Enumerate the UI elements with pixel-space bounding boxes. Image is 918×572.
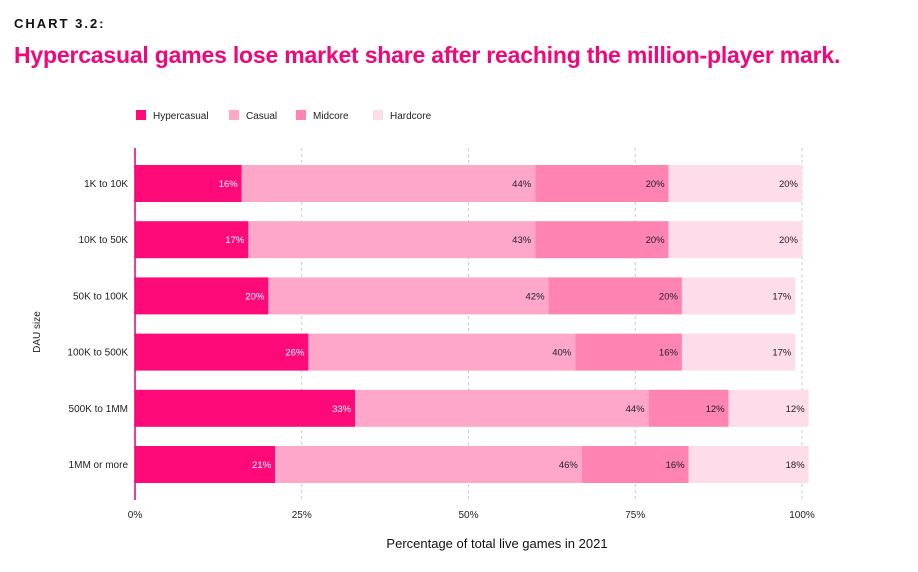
chart-headline: Hypercasual games lose market share afte…: [14, 42, 841, 68]
data-label: 20%: [245, 291, 265, 302]
x-tick-label: 0%: [128, 510, 143, 521]
data-label: 42%: [526, 291, 546, 302]
chart-eyebrow: CHART 3.2:: [14, 16, 106, 31]
bar-segment-hypercasual: [135, 221, 249, 259]
data-label: 16%: [666, 460, 686, 471]
category-label: 1MM or more: [69, 460, 129, 471]
bar-segment-casual: [275, 446, 582, 483]
category-label: 100K to 500K: [67, 348, 128, 359]
data-label: 16%: [659, 348, 679, 359]
x-tick-labels: 0% 25% 50% 75% 100%: [128, 510, 815, 521]
bar-segment-hypercasual: [135, 165, 242, 202]
data-label: 16%: [219, 179, 239, 190]
legend-swatch: [373, 110, 383, 120]
data-label: 33%: [332, 404, 352, 415]
data-label: 12%: [786, 404, 806, 415]
data-label: 12%: [706, 404, 726, 415]
data-label: 44%: [626, 404, 646, 415]
bar-segment-midcore: [575, 333, 682, 371]
bar-labels: 16% 44% 20% 20% 17% 43% 20% 20% 20% 42% 20% 17% 26% 4…: [219, 179, 806, 471]
data-label: 17%: [772, 291, 792, 302]
data-label: 43%: [512, 235, 532, 246]
category-labels: 1K to 10K 10K to 50K 50K to 100K 100K to 50…: [67, 179, 128, 471]
bar-segment-hypercasual: [135, 389, 356, 427]
legend-swatch: [296, 110, 306, 120]
category-label: 500K to 1MM: [69, 404, 128, 415]
data-label: 20%: [779, 179, 799, 190]
data-label: 44%: [512, 179, 532, 190]
bar-segment-midcore: [648, 389, 729, 427]
data-label: 20%: [779, 235, 799, 246]
x-axis-title: Percentage of total live games in 2021: [386, 536, 607, 551]
legend-swatch: [229, 110, 239, 120]
data-label: 21%: [252, 460, 272, 471]
bar-segment-hypercasual: [135, 277, 269, 315]
bar-segment-casual: [355, 389, 649, 427]
y-axis-title: DAU size: [32, 311, 43, 353]
category-label: 10K to 50K: [79, 235, 129, 246]
data-label: 20%: [659, 291, 679, 302]
bar-segment-hardcore: [681, 333, 796, 371]
legend: Hypercasual Casual Midcore Hardcore: [136, 110, 432, 122]
x-tick-label: 50%: [458, 510, 478, 521]
bar-segment-midcore: [548, 277, 682, 315]
data-label: 17%: [772, 348, 792, 359]
bar-segment-hardcore: [668, 165, 802, 202]
legend-label: Casual: [246, 111, 277, 122]
bar-segment-casual: [241, 165, 536, 202]
bar-segment-hardcore: [728, 389, 809, 427]
bar-segment-hardcore: [688, 446, 809, 483]
gridlines: [301, 148, 803, 500]
bar-segment-hypercasual: [135, 446, 276, 483]
legend-swatch: [136, 110, 146, 120]
category-label: 1K to 10K: [84, 179, 128, 190]
bar-segment-midcore: [535, 165, 669, 202]
bar-segment-midcore: [581, 446, 689, 483]
bar-segment-hardcore: [681, 277, 796, 315]
data-label: 20%: [646, 235, 666, 246]
data-label: 18%: [786, 460, 806, 471]
data-label: 17%: [225, 235, 245, 246]
bar-segment-hypercasual: [135, 333, 309, 371]
bar-segment-midcore: [535, 221, 669, 259]
x-tick-label: 75%: [625, 510, 645, 521]
x-tick-label: 25%: [292, 510, 312, 521]
x-tick-label: 100%: [789, 510, 815, 521]
data-label: 40%: [552, 348, 572, 359]
bar-segment-casual: [308, 333, 576, 371]
bar-segment-casual: [248, 221, 536, 259]
category-label: 50K to 100K: [73, 291, 128, 302]
legend-label: Midcore: [313, 111, 349, 122]
bar-segment-hardcore: [668, 221, 802, 259]
legend-label: Hardcore: [390, 111, 432, 122]
bar-segments: [135, 165, 809, 483]
data-label: 26%: [285, 348, 305, 359]
data-label: 46%: [559, 460, 579, 471]
data-label: 20%: [646, 179, 666, 190]
legend-label: Hypercasual: [153, 111, 209, 122]
bar-segment-casual: [268, 277, 549, 315]
